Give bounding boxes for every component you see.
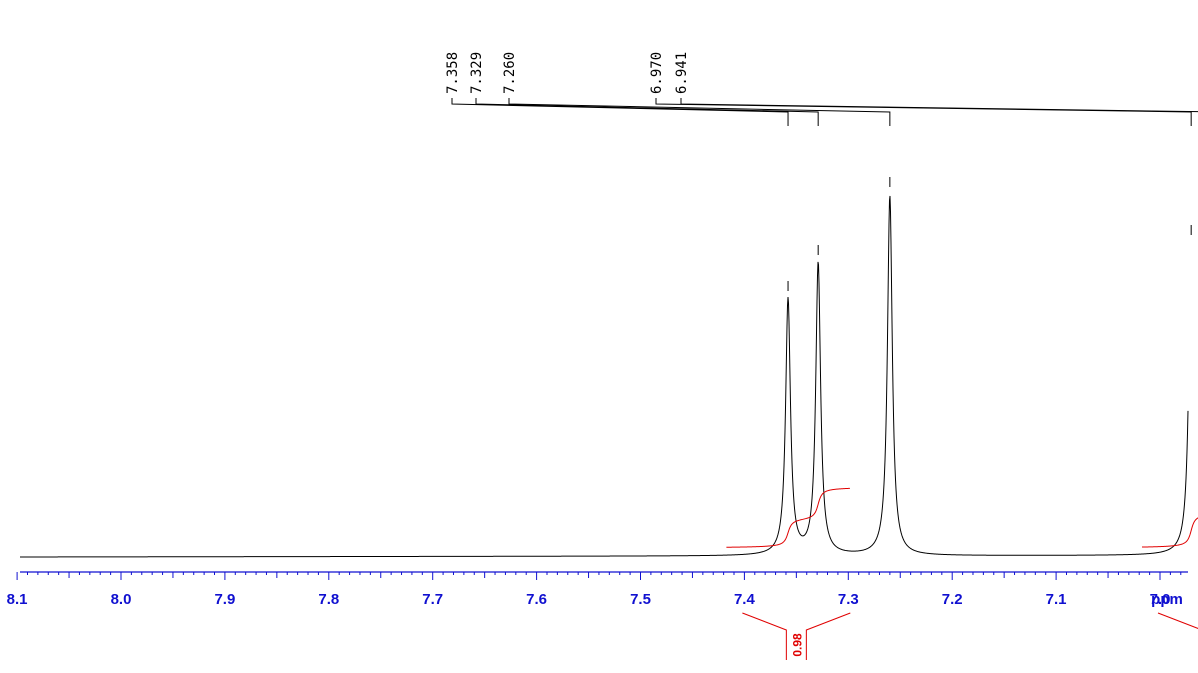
peak-label: 7.358 xyxy=(445,52,461,94)
integral-bracket xyxy=(1157,612,1198,630)
tick-label: 7.9 xyxy=(214,591,235,608)
integral-curve xyxy=(1141,517,1198,548)
integral-curves xyxy=(726,487,1198,548)
spectrum-line xyxy=(20,195,1189,558)
peak-label: 7.260 xyxy=(502,52,518,94)
peak-leader-line xyxy=(451,98,789,126)
peak-leader-line xyxy=(655,98,1192,126)
x-axis: 8.18.07.97.87.77.67.57.47.37.27.17.06.96… xyxy=(7,571,1188,608)
tick-label: 7.0 xyxy=(1150,591,1171,608)
tick-label: 7.1 xyxy=(1046,591,1067,608)
tick-label: 7.8 xyxy=(318,591,339,608)
peak-label: 6.941 xyxy=(674,52,690,94)
tick-label: 8.0 xyxy=(111,591,132,608)
integral-brackets: 0.981.00 xyxy=(742,612,1198,660)
peak-label: 6.970 xyxy=(649,52,665,94)
tick-label: 8.1 xyxy=(7,591,28,608)
peak-markers xyxy=(787,177,1192,291)
x-axis-unit-label: ppm xyxy=(1151,591,1183,608)
peak-labels: 7.358 7.329 7.260 6.970 6.941 xyxy=(445,52,1198,126)
x-axis-major-ticks: 8.18.07.97.87.77.67.57.47.37.27.17.06.96… xyxy=(7,572,1171,608)
integral-curve xyxy=(726,487,850,548)
tick-label: 7.6 xyxy=(526,591,547,608)
peak-label: 7.329 xyxy=(469,52,485,94)
peak-leader-line xyxy=(475,98,819,126)
tick-label: 7.3 xyxy=(838,591,859,608)
tick-label: 7.5 xyxy=(630,591,651,608)
peak-leader-line xyxy=(680,98,1198,113)
peak-leader-line xyxy=(508,98,891,126)
tick-label: 7.7 xyxy=(422,591,443,608)
integral-value: 0.98 xyxy=(790,633,804,657)
tick-label: 7.2 xyxy=(942,591,963,608)
x-axis-minor-ticks xyxy=(26,572,1182,578)
tick-label: 7.4 xyxy=(734,591,756,608)
integral-bracket xyxy=(742,612,851,660)
